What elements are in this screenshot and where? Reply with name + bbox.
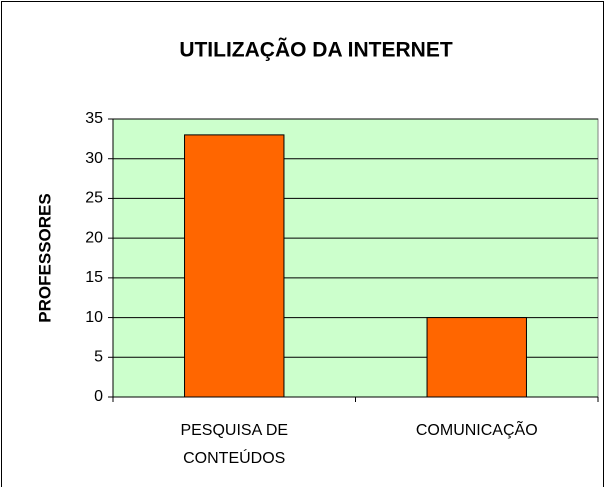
- y-tick-label: 20: [85, 229, 103, 246]
- x-tick-label: PESQUISA DE CONTEÚDOS: [180, 422, 288, 467]
- y-axis-label: PROFESSORES: [35, 193, 54, 322]
- y-tick-label: 10: [85, 309, 103, 326]
- y-tick-label: 30: [85, 150, 103, 167]
- y-tick-label: 5: [94, 349, 103, 366]
- y-tick-label: 0: [94, 388, 103, 405]
- x-tick-label: COMUNICAÇÃO: [416, 419, 538, 439]
- y-tick-label: 35: [85, 110, 103, 127]
- chart-title: UTILIZAÇÃO DA INTERNET: [179, 39, 453, 62]
- bar: [426, 317, 527, 398]
- bar: [184, 134, 285, 398]
- y-tick-label: 25: [85, 190, 103, 207]
- y-tick-label: 15: [85, 269, 103, 286]
